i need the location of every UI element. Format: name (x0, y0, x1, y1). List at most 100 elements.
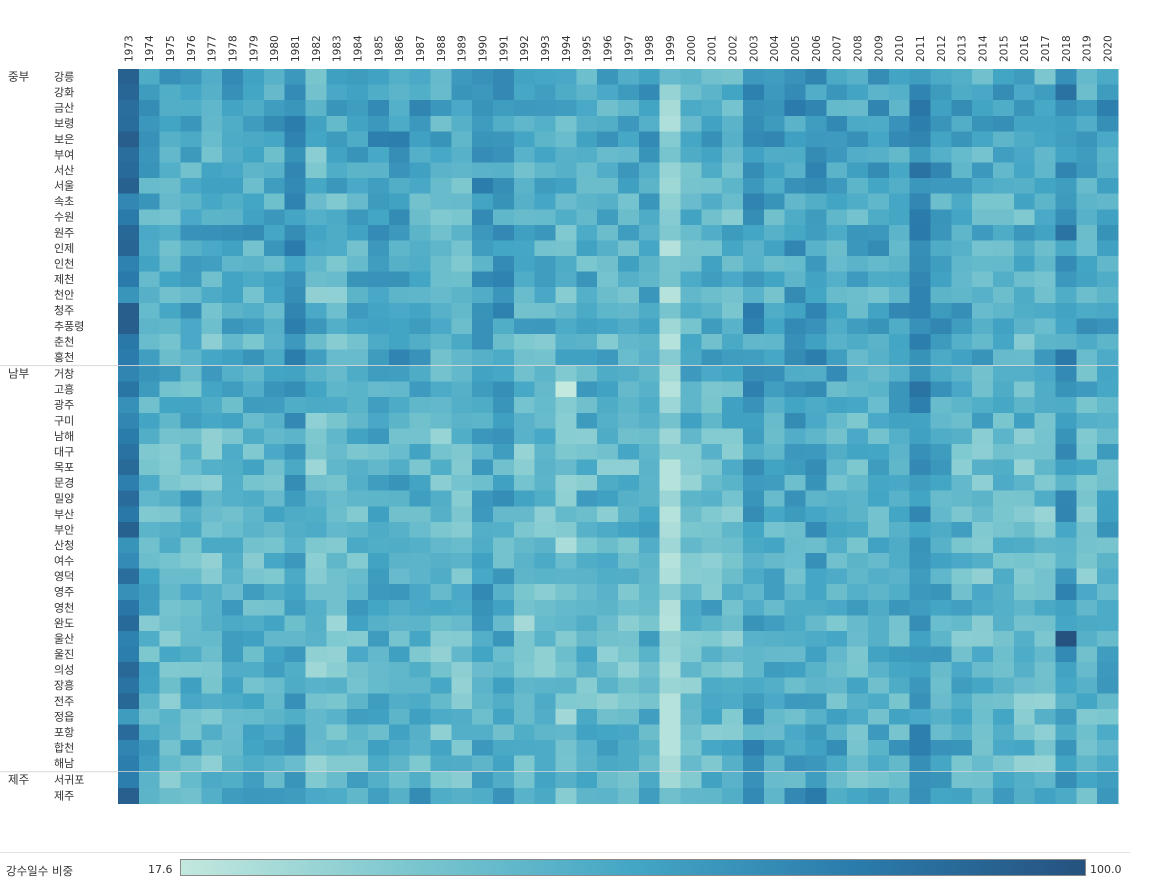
heatmap-cell (492, 256, 515, 272)
heatmap-cell (451, 146, 473, 163)
heatmap-cell (430, 693, 452, 710)
heatmap-cell (1076, 318, 1098, 335)
heatmap-cell (659, 271, 681, 288)
heatmap-cell (305, 724, 327, 741)
heatmap-cell (847, 693, 869, 710)
heatmap-cell (284, 131, 306, 148)
heatmap-cell (305, 615, 327, 632)
heatmap-cell (180, 193, 202, 210)
heatmap-cell (909, 349, 931, 366)
heatmap-cell (305, 349, 327, 366)
heatmap-cell (847, 615, 869, 632)
heatmap-cell (972, 178, 994, 195)
heatmap-cell (243, 490, 265, 507)
heatmap-cell (409, 84, 431, 101)
heatmap-cell (1055, 84, 1077, 101)
heatmap-cell (451, 568, 473, 585)
heatmap-cell (201, 475, 223, 492)
heatmap-cell (888, 772, 911, 789)
heatmap-cell (992, 459, 1015, 476)
heatmap-cell (243, 69, 265, 85)
station-label: 남해 (54, 429, 74, 443)
heatmap-cell (867, 115, 890, 132)
heatmap-cell (992, 506, 1015, 523)
heatmap-cell (138, 443, 161, 460)
heatmap-cell (222, 178, 244, 195)
heatmap-cell (992, 271, 1015, 288)
heatmap-cell (409, 553, 431, 570)
heatmap-cell (742, 271, 765, 288)
heatmap-cell (243, 412, 265, 429)
heatmap-cell (1013, 772, 1036, 789)
heatmap-cell (159, 521, 181, 538)
heatmap-cell (847, 428, 869, 445)
heatmap-cell (909, 209, 931, 226)
heatmap-cell (326, 568, 348, 585)
heatmap-cell (722, 506, 744, 523)
heatmap-cell (617, 69, 640, 85)
heatmap-cell (492, 459, 515, 476)
heatmap-cell (555, 708, 577, 725)
heatmap-cell (1097, 755, 1119, 772)
heatmap-cell (1076, 349, 1098, 366)
heatmap-cell (222, 397, 244, 414)
heatmap-cell (472, 772, 494, 789)
heatmap-cell (617, 772, 640, 789)
heatmap-cell (888, 349, 911, 366)
heatmap-cell (534, 318, 556, 335)
heatmap-cell (680, 553, 702, 570)
heatmap-cell (972, 333, 994, 350)
heatmap-cell (1097, 708, 1119, 725)
heatmap-cell (888, 506, 911, 523)
heatmap-cell (222, 693, 244, 710)
heatmap-cell (659, 521, 681, 538)
heatmap-cell (805, 146, 827, 163)
heatmap-cell (638, 193, 661, 210)
heatmap-cell (118, 318, 140, 335)
heatmap-cell (284, 506, 306, 523)
heatmap-cell (284, 708, 306, 725)
heatmap-cell (555, 693, 577, 710)
heatmap-cell (826, 397, 848, 414)
heatmap-cell (805, 333, 827, 350)
heatmap-cell (284, 787, 306, 804)
heatmap-cell (972, 615, 994, 632)
heatmap-cell (638, 693, 661, 710)
heatmap-cell (805, 287, 827, 304)
heatmap-cell (513, 677, 536, 694)
heatmap-cell (243, 599, 265, 616)
heatmap-cell (638, 755, 661, 772)
heatmap-cell (1013, 459, 1036, 476)
heatmap-cell (368, 443, 390, 460)
heatmap-cell (388, 162, 411, 179)
heatmap-cell (138, 787, 161, 804)
heatmap-cell (576, 115, 598, 132)
heatmap-cell (951, 568, 973, 585)
heatmap-cell (451, 131, 473, 148)
heatmap-cell (805, 724, 827, 741)
heatmap-cell (784, 162, 806, 179)
heatmap-cell (1097, 287, 1119, 304)
heatmap-cell (597, 100, 619, 117)
heatmap-cell (659, 318, 681, 335)
heatmap-cell (1097, 69, 1119, 85)
heatmap-cell (347, 506, 369, 523)
heatmap-cell (243, 100, 265, 117)
heatmap-cell (159, 224, 181, 241)
heatmap-cell (138, 693, 161, 710)
heatmap-cell (1076, 69, 1098, 85)
heatmap-cell (659, 677, 681, 694)
heatmap-cell (347, 693, 369, 710)
heatmap-cell (263, 708, 286, 725)
heatmap-cell (1055, 146, 1077, 163)
heatmap-cell (118, 772, 140, 789)
year-label: 1978 (228, 35, 240, 62)
heatmap-cell (826, 318, 848, 335)
heatmap-cell (534, 599, 556, 616)
heatmap-cell (534, 506, 556, 523)
heatmap-cell (368, 708, 390, 725)
heatmap-cell (263, 568, 286, 585)
heatmap-cell (888, 615, 911, 632)
heatmap-cell (951, 162, 973, 179)
heatmap-cell (1076, 615, 1098, 632)
